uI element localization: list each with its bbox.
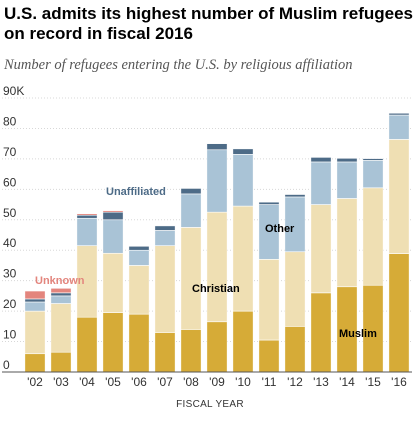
y-axis-ticks: 0 10 20 30 40 50 60 70 80 90K <box>3 84 24 372</box>
bar-segment-christian <box>180 227 202 330</box>
bar-segment-muslim <box>258 339 280 373</box>
chart-subtitle: Number of refugees entering the U.S. by … <box>4 57 353 73</box>
x-axis-ticks: '02 '03 '04 '05 '06 '07 '08 '09 '10 '11 '12 '13 '14 '… <box>27 375 407 389</box>
annotation-unknown: Unknown <box>35 275 85 287</box>
bar-segment-christian <box>388 139 410 254</box>
bar-segment-other <box>154 230 176 246</box>
bar-segment-muslim <box>154 332 176 373</box>
chart-title: U.S. admits its highest number of Muslim… <box>4 4 414 43</box>
annotation-unaffiliated: Unaffiliated <box>106 186 166 198</box>
y-tick-label: 40 <box>3 236 17 250</box>
bar-segment-muslim <box>128 313 150 373</box>
x-tick-label: '15 <box>365 375 381 389</box>
bar-segment-unknown <box>102 210 124 213</box>
x-tick-label: '08 <box>183 375 199 389</box>
bar-segment-unaffiliated <box>388 112 410 116</box>
bar-segment-unaffiliated <box>102 211 124 221</box>
x-tick-label: '05 <box>105 375 121 389</box>
y-tick-label: 80 <box>3 114 17 128</box>
bar-segment-unaffiliated <box>310 157 332 163</box>
bar-segment-other <box>336 161 358 199</box>
x-tick-label: '14 <box>339 375 355 389</box>
bar-segment-christian <box>310 204 332 294</box>
bar-segment-christian <box>102 252 124 313</box>
bar-segment-unaffiliated <box>24 298 46 303</box>
bar-segment-other <box>76 217 98 246</box>
y-tick-label: 30 <box>3 267 17 281</box>
bar-segment-other <box>232 154 254 207</box>
bar-segment-unaffiliated <box>50 292 72 297</box>
y-tick-label: 20 <box>3 297 17 311</box>
bar-segment-unknown <box>76 213 98 216</box>
bar-segment-unaffiliated <box>258 201 280 205</box>
bar-segment-unaffiliated <box>284 194 306 198</box>
bar-segment-other <box>180 193 202 228</box>
bar-segment-christian <box>362 187 384 286</box>
bar-segment-muslim <box>102 312 124 373</box>
y-tick-label: 0 <box>3 358 10 372</box>
x-tick-label: '10 <box>235 375 251 389</box>
y-tick-label: 50 <box>3 206 17 220</box>
bar-segment-other <box>50 295 72 304</box>
bar-segment-unaffiliated <box>154 225 176 231</box>
bar-segment-unaffiliated <box>336 157 358 163</box>
y-tick-label: 90K <box>3 84 24 98</box>
x-tick-label: '16 <box>391 375 407 389</box>
x-axis-title: FISCAL YEAR <box>176 399 244 410</box>
bar-segment-other <box>362 160 384 189</box>
bar-segment-muslim <box>388 253 410 373</box>
bar-segment-other <box>388 114 410 140</box>
bar-segment-unaffiliated <box>76 214 98 219</box>
x-tick-label: '13 <box>313 375 329 389</box>
annotation-muslim: Muslim <box>339 328 377 340</box>
annotation-other: Other <box>265 223 295 235</box>
bar-segment-unaffiliated <box>128 245 150 251</box>
bar-segment-muslim <box>310 292 332 373</box>
bar-segment-other <box>102 219 124 254</box>
bar-segment-muslim <box>206 321 228 373</box>
bar-segment-christian <box>258 259 280 341</box>
bar-segment-christian <box>50 303 72 353</box>
x-tick-label: '07 <box>157 375 173 389</box>
bar-segment-christian <box>232 205 254 312</box>
bar-segment-muslim <box>180 329 202 373</box>
x-tick-label: '04 <box>79 375 95 389</box>
bar-segment-unknown <box>50 287 72 294</box>
bar-segment-other <box>310 161 332 205</box>
bar-segment-other <box>206 149 228 213</box>
bar-segment-muslim <box>24 353 46 373</box>
bar-segment-christian <box>284 251 306 327</box>
bar-segment-muslim <box>76 316 98 373</box>
bar-segment-christian <box>206 211 228 323</box>
y-tick-label: 10 <box>3 328 17 342</box>
bar-segment-unaffiliated <box>206 143 228 151</box>
x-tick-label: '12 <box>287 375 303 389</box>
bar-segment-other <box>24 301 46 312</box>
bar-segment-christian <box>24 310 46 355</box>
y-tick-label: 70 <box>3 145 17 159</box>
bar-segment-muslim <box>50 351 72 373</box>
bar-segment-unaffiliated <box>362 158 384 161</box>
bar-segment-unaffiliated <box>232 148 254 155</box>
bar-segment-unaffiliated <box>180 188 202 195</box>
x-tick-label: '02 <box>27 375 43 389</box>
annotation-christian: Christian <box>192 283 240 295</box>
bar-segment-christian <box>128 265 150 315</box>
x-tick-label: '03 <box>53 375 69 389</box>
bar-segment-christian <box>154 245 176 333</box>
y-tick-label: 60 <box>3 175 17 189</box>
bar-segment-other <box>128 249 150 266</box>
bar-segment-muslim <box>232 310 254 373</box>
x-tick-label: '11 <box>262 375 277 389</box>
bar-segment-muslim <box>284 326 306 373</box>
x-tick-label: '09 <box>209 375 225 389</box>
bars <box>24 112 410 373</box>
bar-segment-unknown <box>24 290 46 300</box>
bar-segment-christian <box>336 198 358 288</box>
x-tick-label: '06 <box>131 375 147 389</box>
